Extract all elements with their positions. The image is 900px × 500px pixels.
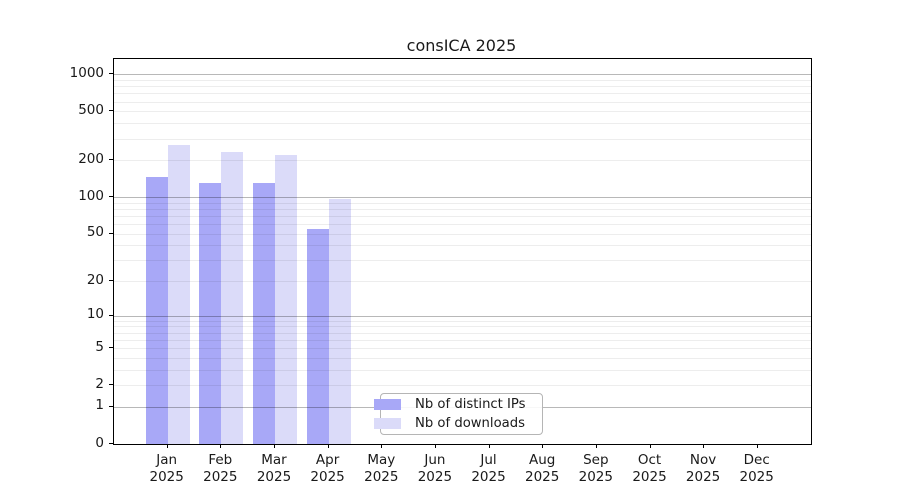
- bar-nb-of-downloads-mar: [275, 154, 297, 444]
- bar-nb-of-distinct-ips-feb: [199, 183, 222, 444]
- x-tick-label-aug: Aug 2025: [525, 452, 560, 485]
- y-tick-mark-10: [109, 314, 113, 316]
- x-tick-mark-jul: [488, 444, 490, 448]
- bars-layer: [114, 59, 811, 444]
- y-tick-label-10: 10: [86, 306, 104, 323]
- y-tick-label-100: 100: [78, 187, 104, 204]
- y-tick-label-1000: 1000: [69, 64, 104, 81]
- y-tick-mark-200: [109, 159, 113, 161]
- x-tick-label-sep: Sep 2025: [578, 452, 613, 485]
- y-tick-mark-500: [109, 110, 113, 112]
- x-tick-label-jul: Jul 2025: [471, 452, 506, 485]
- x-tick-mark-dec: [756, 444, 758, 448]
- x-tick-mark-jan: [166, 444, 168, 448]
- y-tick-mark-0: [109, 443, 113, 444]
- legend-label-distinct-ips: Nb of distinct IPs: [415, 397, 526, 412]
- bar-nb-of-downloads-jan: [167, 144, 190, 444]
- y-tick-label-2: 2: [95, 375, 104, 392]
- plot-area: [113, 58, 812, 445]
- y-tick-label-1: 1: [95, 397, 104, 414]
- legend-swatch-distinct-ips: [374, 399, 401, 410]
- bar-nb-of-downloads-feb: [221, 151, 244, 444]
- y-tick-mark-2: [109, 384, 113, 386]
- x-tick-mark-jun: [434, 444, 436, 448]
- bar-nb-of-distinct-ips-jan: [145, 176, 168, 444]
- y-tick-label-200: 200: [78, 150, 104, 167]
- x-tick-label-apr: Apr 2025: [310, 452, 345, 485]
- x-tick-label-feb: Feb 2025: [203, 452, 238, 485]
- y-tick-label-20: 20: [86, 271, 104, 288]
- x-tick-mark-aug: [542, 444, 544, 448]
- x-tick-label-oct: Oct 2025: [632, 452, 667, 485]
- chart-title: consICA 2025: [406, 36, 517, 55]
- x-tick-mark-may: [381, 444, 383, 448]
- x-tick-label-nov: Nov 2025: [685, 452, 721, 485]
- bar-nb-of-distinct-ips-mar: [253, 183, 275, 444]
- x-tick-label-dec: Dec 2025: [739, 452, 774, 485]
- bar-nb-of-downloads-apr: [328, 198, 351, 444]
- legend-label-downloads: Nb of downloads: [415, 416, 525, 431]
- x-tick-label-mar: Mar 2025: [256, 452, 292, 485]
- legend-swatch-downloads: [374, 418, 401, 429]
- x-tick-label-jan: Jan 2025: [149, 452, 184, 485]
- x-tick-mark-nov: [703, 444, 705, 448]
- y-tick-mark-1: [109, 405, 113, 407]
- legend: Nb of distinct IPs Nb of downloads: [374, 393, 543, 435]
- y-tick-label-0: 0: [95, 434, 104, 451]
- bar-nb-of-distinct-ips-apr: [306, 228, 329, 444]
- x-tick-mark-mar: [274, 444, 275, 448]
- x-tick-mark-apr: [327, 444, 329, 448]
- y-tick-label-500: 500: [78, 101, 104, 118]
- y-tick-label-5: 5: [95, 338, 104, 355]
- y-tick-mark-50: [109, 232, 113, 234]
- x-tick-mark-feb: [220, 444, 222, 448]
- y-tick-mark-100: [109, 196, 113, 197]
- y-tick-mark-20: [109, 280, 113, 282]
- x-tick-label-jun: Jun 2025: [417, 452, 453, 485]
- y-tick-mark-5: [109, 347, 113, 349]
- legend-entry-downloads: Nb of downloads: [374, 416, 533, 431]
- legend-entry-distinct-ips: Nb of distinct IPs: [374, 397, 533, 412]
- y-tick-mark-1000: [109, 73, 113, 75]
- y-tick-label-50: 50: [86, 224, 104, 241]
- x-tick-mark-sep: [595, 444, 597, 448]
- x-tick-mark-oct: [649, 444, 651, 448]
- x-tick-label-may: May 2025: [364, 452, 399, 485]
